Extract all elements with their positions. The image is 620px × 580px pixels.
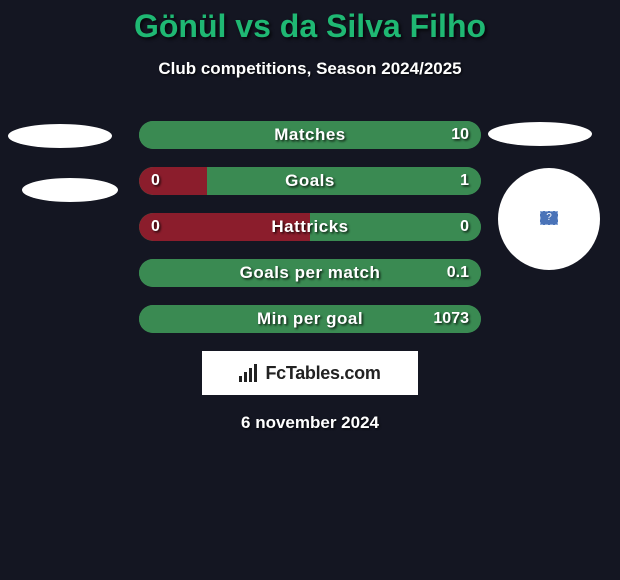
stat-label: Goals per match	[139, 259, 481, 287]
decor-ellipse	[488, 122, 592, 146]
stat-value-right: 1073	[433, 305, 469, 333]
subtitle: Club competitions, Season 2024/2025	[0, 59, 620, 79]
bar-chart-icon	[239, 364, 259, 382]
stats-container: Matches100Goals10Hattricks0Goals per mat…	[139, 121, 481, 333]
branding-text: FcTables.com	[265, 363, 380, 384]
decor-ellipse	[22, 178, 118, 202]
stat-label: Min per goal	[139, 305, 481, 333]
image-placeholder-icon	[540, 211, 558, 225]
stat-value-right: 10	[451, 121, 469, 149]
page-title: Gönül vs da Silva Filho	[0, 8, 620, 45]
stat-label: Hattricks	[139, 213, 481, 241]
stat-row: Goals per match0.1	[139, 259, 481, 287]
stat-value-right: 0	[460, 213, 469, 241]
comparison-infographic: Gönül vs da Silva Filho Club competition…	[0, 0, 620, 580]
title-vs: vs	[235, 8, 271, 44]
stat-value-right: 0.1	[447, 259, 469, 287]
stat-row: Min per goal1073	[139, 305, 481, 333]
title-player-left: Gönül	[134, 8, 226, 44]
stat-row: 0Hattricks0	[139, 213, 481, 241]
stat-label: Matches	[139, 121, 481, 149]
branding-box: FcTables.com	[202, 351, 418, 395]
title-player-right: da Silva Filho	[280, 8, 486, 44]
stat-row: Matches10	[139, 121, 481, 149]
stat-row: 0Goals1	[139, 167, 481, 195]
date-label: 6 november 2024	[0, 413, 620, 433]
stat-value-right: 1	[460, 167, 469, 195]
stat-label: Goals	[139, 167, 481, 195]
decor-ellipse	[8, 124, 112, 148]
